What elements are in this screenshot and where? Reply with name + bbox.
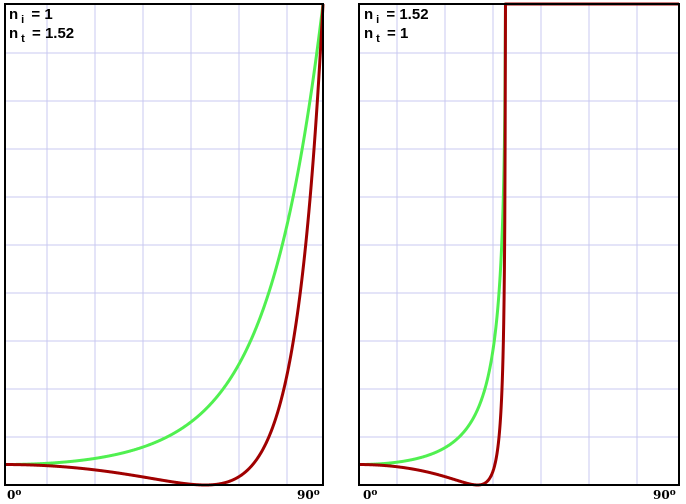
chart-right-grid — [359, 4, 679, 485]
chart-right-frame — [358, 3, 680, 486]
green-curve-right — [357, 2, 681, 467]
right-x-tick-0: 0o — [363, 488, 377, 502]
left-x-tick-90: 90o — [297, 488, 320, 502]
chart-left-grid — [5, 4, 323, 485]
left-x-tick-0: 0o — [7, 488, 21, 502]
chart-left-curves — [3, 3, 325, 487]
right-x-tick-90: 90o — [653, 488, 676, 502]
chart-left-frame — [4, 3, 324, 486]
red-curve-left — [3, 3, 325, 487]
green-curve-left — [3, 3, 325, 467]
